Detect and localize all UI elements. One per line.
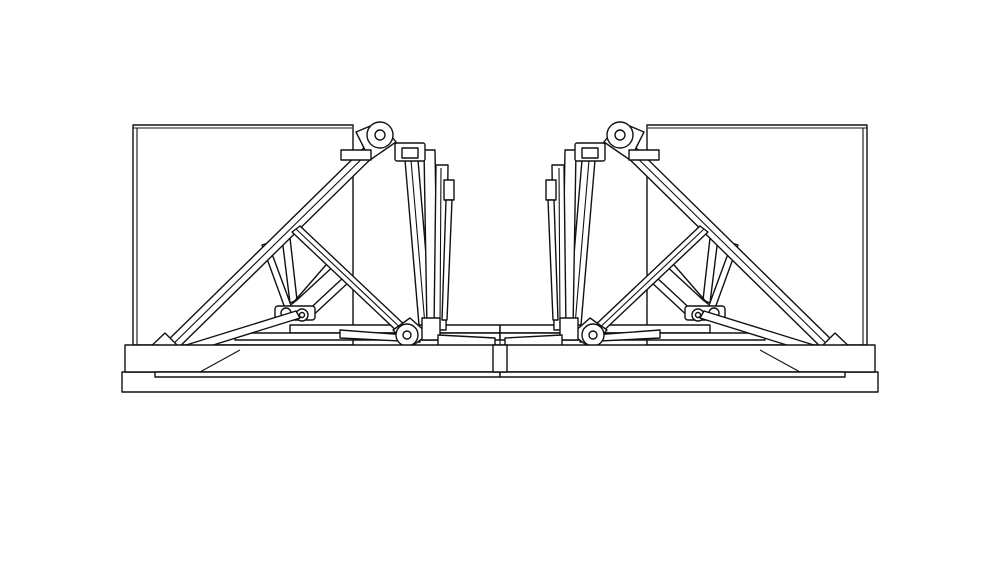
center-seam <box>492 325 508 373</box>
left-mechanism <box>124 121 501 378</box>
right-mechanism <box>499 121 876 378</box>
